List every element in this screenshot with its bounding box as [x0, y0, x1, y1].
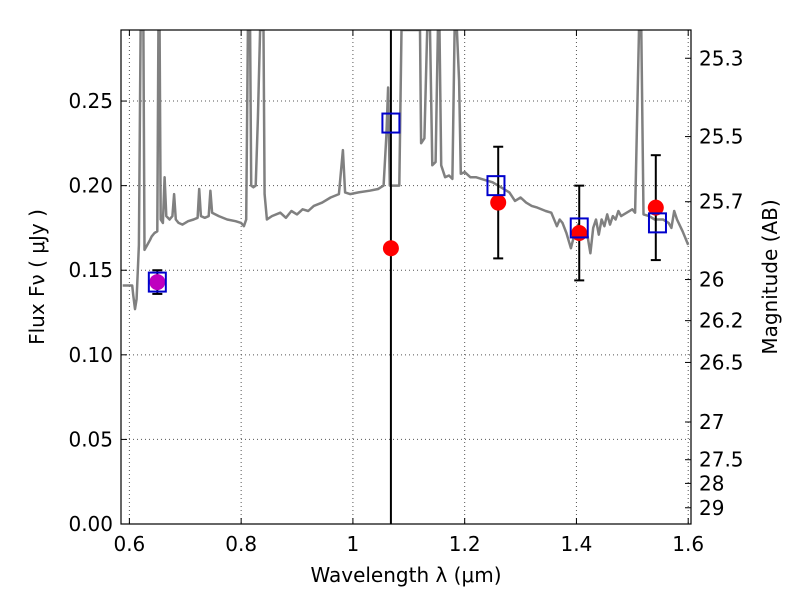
- model-band-point: [569, 217, 589, 239]
- observed-point: [149, 274, 166, 291]
- y-axis-left: 0.00 0.05 0.10 0.15 0.20 0.25: [68, 89, 127, 536]
- x-tick-label: 0.6: [113, 532, 145, 556]
- y-tick-label: 0.20: [68, 174, 113, 198]
- right-tick-label: 26.5: [699, 350, 744, 374]
- observed-point: [382, 240, 399, 257]
- right-tick-label: 27: [699, 410, 724, 434]
- right-tick-label: 29: [699, 496, 724, 520]
- x-tick-label: 1: [347, 532, 360, 556]
- observed-points-layer: [149, 194, 664, 291]
- right-tick-label: 26: [699, 268, 724, 292]
- model-band-point: [147, 271, 167, 293]
- observed-point: [647, 199, 664, 216]
- y-tick-label: 0.10: [68, 343, 113, 367]
- grid: [121, 30, 691, 525]
- x-axis-title: Wavelength λ (μm): [310, 563, 501, 587]
- model-band-point: [381, 112, 401, 134]
- right-tick-label: 25.7: [699, 190, 744, 214]
- right-tick-label: 25.3: [699, 46, 744, 70]
- model-band-point: [486, 175, 506, 197]
- x-tick-label: 1.2: [449, 532, 481, 556]
- x-tick-label: 1.6: [672, 532, 704, 556]
- y-tick-label: 0.25: [68, 89, 113, 113]
- y-axis-title-right: Magnitude (AB): [758, 199, 782, 354]
- right-tick-label: 28: [699, 471, 724, 495]
- model-spectrum-layer: [122, 30, 690, 311]
- model-band-point: [647, 212, 667, 234]
- plot-frame: [120, 29, 692, 525]
- observed-point: [490, 194, 507, 211]
- right-tick-label: 26.2: [699, 309, 744, 333]
- y-tick-label: 0.05: [68, 427, 113, 451]
- observed-point: [571, 225, 588, 242]
- x-tick-label: 0.8: [225, 532, 257, 556]
- model-band-points-layer: [147, 112, 667, 293]
- right-tick-label: 25.5: [699, 125, 744, 149]
- y-tick-label: 0.15: [68, 258, 113, 282]
- y-axis-title-left: Flux Fν ( μJy ): [25, 209, 49, 345]
- model-spectrum-line: [122, 30, 690, 311]
- y-tick-label: 0.00: [68, 512, 113, 536]
- x-axis: 0.6 0.8 1 1.2 1.4 1.6: [113, 30, 704, 556]
- right-tick-label: 27.5: [699, 448, 744, 472]
- x-tick-label: 1.4: [561, 532, 593, 556]
